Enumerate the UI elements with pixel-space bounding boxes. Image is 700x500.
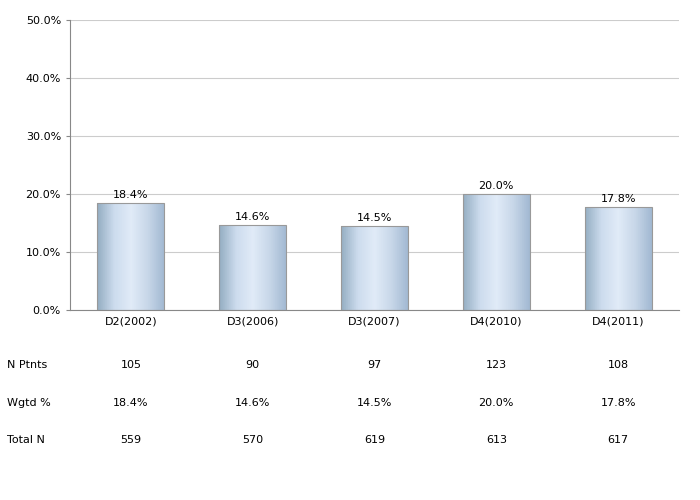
Bar [97, 204, 164, 310]
Text: 90: 90 [246, 360, 260, 370]
Text: 97: 97 [368, 360, 382, 370]
Text: 17.8%: 17.8% [601, 398, 636, 407]
Text: Wgtd %: Wgtd % [7, 398, 50, 407]
Text: 20.0%: 20.0% [479, 398, 514, 407]
Text: 108: 108 [608, 360, 629, 370]
Text: 14.5%: 14.5% [357, 213, 392, 223]
Bar [219, 226, 286, 310]
Text: 17.8%: 17.8% [601, 194, 636, 204]
Text: 619: 619 [364, 435, 385, 445]
Text: N Ptnts: N Ptnts [7, 360, 48, 370]
Text: 18.4%: 18.4% [113, 398, 148, 407]
Text: 14.5%: 14.5% [357, 398, 392, 407]
Text: 617: 617 [608, 435, 629, 445]
Text: 123: 123 [486, 360, 507, 370]
Text: 613: 613 [486, 435, 507, 445]
Bar [463, 194, 530, 310]
Text: 14.6%: 14.6% [235, 212, 270, 222]
Text: 570: 570 [242, 435, 263, 445]
Text: 559: 559 [120, 435, 141, 445]
Bar [341, 226, 408, 310]
Bar [584, 207, 652, 310]
Text: 14.6%: 14.6% [235, 398, 270, 407]
Text: Total N: Total N [7, 435, 45, 445]
Text: 105: 105 [120, 360, 141, 370]
Text: 20.0%: 20.0% [479, 181, 514, 191]
Text: 18.4%: 18.4% [113, 190, 148, 200]
